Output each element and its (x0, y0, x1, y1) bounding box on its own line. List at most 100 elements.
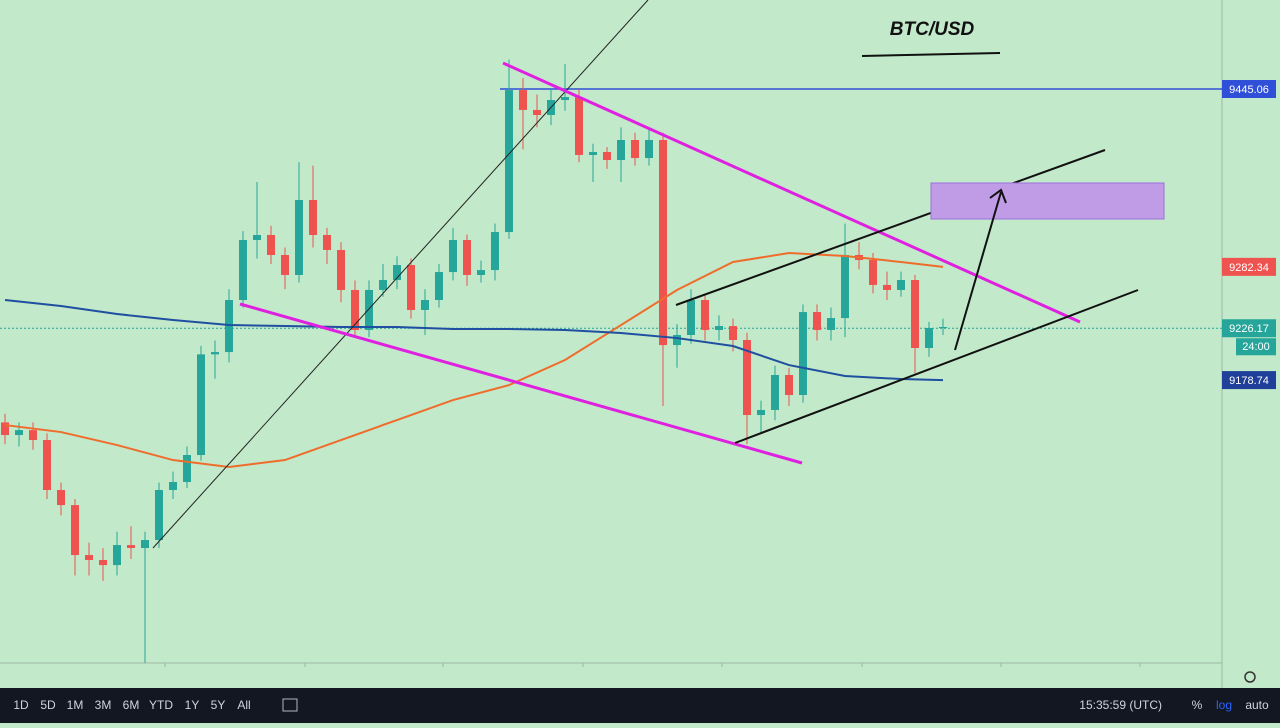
candle-body (897, 280, 905, 290)
clock: 15:35:59 (UTC) (1079, 698, 1162, 712)
candle-body (533, 109, 541, 115)
scale-option[interactable]: auto (1245, 698, 1269, 712)
candle-body (827, 318, 835, 330)
candle-body (421, 300, 429, 310)
candle-body (211, 352, 219, 355)
candle-body (561, 97, 569, 101)
candle-body (449, 240, 457, 273)
candle-body (715, 326, 723, 330)
candle-body (15, 430, 23, 436)
candle-body (813, 312, 821, 330)
candle-body (281, 254, 289, 275)
candle-body (505, 90, 513, 233)
candle-body (771, 375, 779, 410)
candle-body (239, 240, 247, 301)
toolbar (0, 688, 1280, 723)
candle-body (393, 265, 401, 281)
arrow (954, 191, 1002, 351)
scale-option[interactable]: log (1216, 698, 1232, 712)
chart-title: BTC/USD (890, 19, 975, 40)
candle-body (351, 289, 359, 330)
candle-body (99, 560, 107, 566)
range-button[interactable]: 5D (40, 698, 56, 712)
candle-body (435, 272, 443, 301)
candle-body (197, 354, 205, 456)
trend-line (502, 61, 1081, 324)
scale-option[interactable]: % (1192, 698, 1203, 712)
candle-body (785, 375, 793, 396)
price-labels: 9445.06 9282.34 9226.17 24:00 9178.74 (1222, 80, 1276, 390)
candle-body (155, 489, 163, 541)
settings-icon[interactable] (1244, 671, 1256, 683)
candle-body (911, 280, 919, 349)
price-label: 9226.17 (1229, 323, 1269, 335)
candle-body (729, 326, 737, 341)
candle-body (743, 340, 751, 416)
candle-body (365, 289, 373, 330)
candle-body (589, 152, 597, 155)
price-label: 9445.06 (1229, 84, 1269, 96)
range-button[interactable]: 5Y (211, 698, 226, 712)
candle-body (883, 284, 891, 290)
candle-body (29, 430, 37, 441)
candle-body (309, 200, 317, 235)
candle-body (1, 422, 9, 436)
candle-body (267, 234, 275, 255)
candle-body (617, 140, 625, 161)
range-button[interactable]: YTD (149, 698, 173, 712)
candle-body (939, 327, 947, 329)
range-button[interactable]: 6M (123, 698, 140, 712)
candle-body (799, 312, 807, 396)
candle-body (337, 249, 345, 290)
candle-body (491, 232, 499, 271)
price-label-bg (1222, 80, 1276, 99)
candle-body (463, 240, 471, 275)
range-button[interactable]: 1Y (185, 698, 200, 712)
candle-body (127, 545, 135, 549)
range-button[interactable]: 1D (13, 698, 29, 712)
candle-body (673, 334, 681, 346)
channel-line (675, 149, 1106, 306)
price-label: 9282.34 (1229, 262, 1269, 274)
candle-body (841, 254, 849, 319)
range-button[interactable]: 3M (95, 698, 112, 712)
candle-body (85, 555, 93, 561)
candle-body (113, 545, 121, 566)
moving-average (4, 299, 944, 382)
candle-body (323, 234, 331, 250)
candle-body (687, 300, 695, 335)
candle-body (701, 300, 709, 330)
candle-body (407, 265, 415, 310)
price-label: 9178.74 (1229, 375, 1269, 387)
date-range-icon[interactable] (282, 698, 298, 712)
candle-body (477, 270, 485, 275)
price-label-bg (1222, 257, 1276, 276)
candle-body (141, 540, 149, 549)
candle-body (295, 200, 303, 275)
moving-average (4, 252, 944, 469)
price-label-bg (1222, 319, 1276, 338)
drawings: BTC/USD (152, 0, 1165, 549)
candle-body (57, 489, 65, 506)
candle-body (379, 280, 387, 290)
countdown-bg (1236, 338, 1276, 356)
range-button[interactable]: 1M (67, 698, 84, 712)
trend-line (239, 302, 803, 465)
candle-body (183, 455, 191, 483)
candle-body (253, 234, 261, 241)
plot (0, 59, 1222, 663)
target-zone (930, 182, 1165, 220)
toolbar-items: 1D 5D 1M 3M 6M YTD 1Y 5Y All 15:35:59 (UTC)% log au… (13, 698, 1269, 712)
range-button[interactable]: All (237, 698, 250, 712)
candle-body (519, 90, 527, 110)
candle-body (869, 260, 877, 285)
candle-body (43, 440, 51, 490)
price-label-bg (1222, 371, 1276, 390)
candle-body (757, 409, 765, 416)
candle-body (71, 505, 79, 556)
arrow-head (989, 188, 1007, 204)
candle-body (659, 140, 667, 346)
title-underline (861, 52, 1001, 57)
